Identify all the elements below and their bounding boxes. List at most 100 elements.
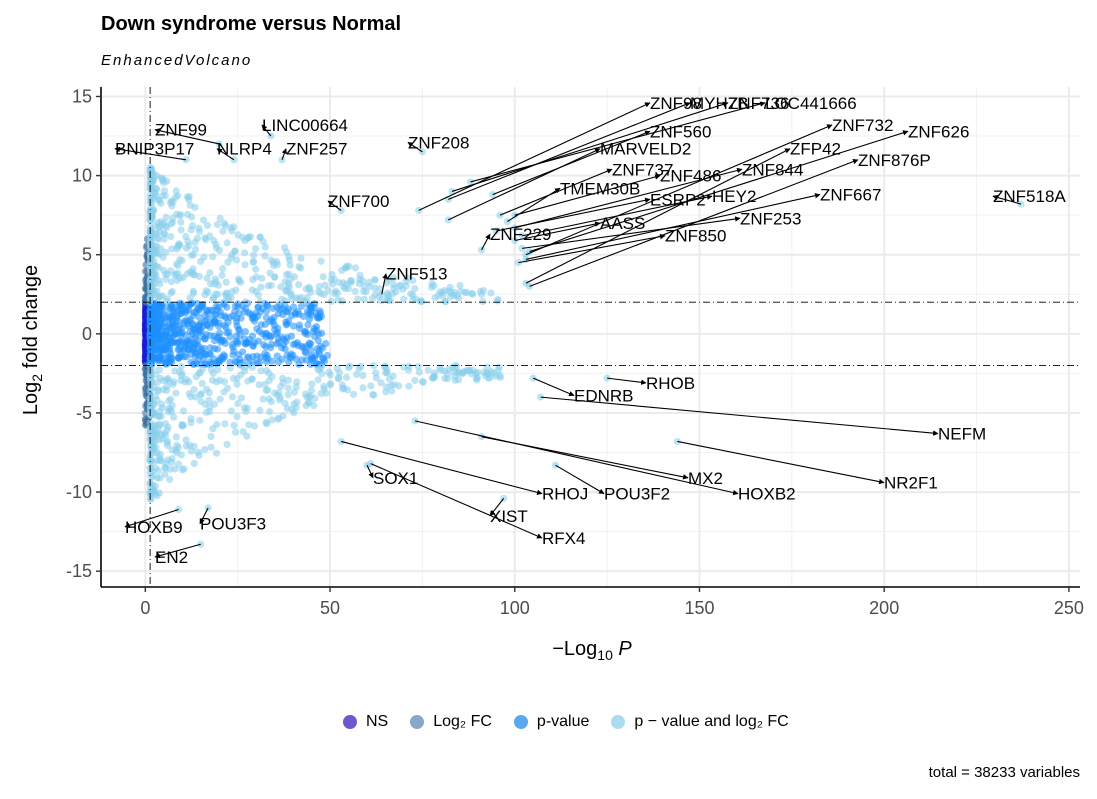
label-connector <box>525 124 833 256</box>
data-point <box>182 244 191 252</box>
data-point <box>303 294 311 302</box>
data-point <box>177 218 185 226</box>
data-point <box>399 285 407 293</box>
label-connector <box>492 130 651 196</box>
data-point <box>220 388 228 396</box>
data-point <box>186 328 194 336</box>
label-connector <box>451 101 729 192</box>
data-point <box>221 420 229 428</box>
data-point <box>190 459 198 468</box>
data-point <box>162 337 170 345</box>
data-point <box>167 232 175 241</box>
data-point <box>228 393 237 401</box>
data-point <box>173 441 181 449</box>
y-tick-label: 15 <box>72 86 92 106</box>
data-point <box>371 276 379 284</box>
data-point <box>231 428 240 436</box>
label-connector <box>124 508 179 528</box>
data-point <box>362 287 370 296</box>
data-point <box>203 321 211 329</box>
data-point <box>230 421 238 430</box>
data-point <box>207 280 215 288</box>
x-tick-label: 150 <box>684 598 714 618</box>
y-tick-label: 0 <box>82 324 92 344</box>
data-point <box>155 263 163 272</box>
data-point <box>342 264 350 272</box>
data-point <box>174 243 182 251</box>
data-point <box>147 491 155 499</box>
data-point <box>153 172 161 180</box>
label-connector <box>507 187 561 222</box>
data-point <box>161 470 169 478</box>
data-point <box>254 312 262 320</box>
point-label: HOXB2 <box>738 485 796 504</box>
legend-item: p-value <box>513 713 589 731</box>
label-connector <box>540 396 939 436</box>
data-point <box>198 345 206 353</box>
data-point <box>198 379 206 388</box>
data-point <box>327 276 335 284</box>
data-point <box>209 425 217 433</box>
data-point <box>155 301 163 309</box>
label-connector <box>448 102 691 200</box>
data-point <box>170 413 178 421</box>
label-connector <box>525 192 821 261</box>
data-point <box>191 238 199 246</box>
point-label: BNIP3P17 <box>115 140 194 159</box>
data-point <box>244 377 252 385</box>
label-connector <box>261 124 272 137</box>
data-point <box>234 300 242 308</box>
point-label: ZNF850 <box>665 227 726 246</box>
data-point <box>295 263 303 271</box>
data-point <box>171 367 179 375</box>
data-point <box>252 265 260 273</box>
data-point <box>277 283 285 291</box>
data-point <box>257 353 265 361</box>
label-connector <box>281 148 287 160</box>
data-point <box>307 360 315 368</box>
data-point <box>322 340 330 348</box>
data-point <box>165 314 173 323</box>
label-connector <box>522 216 741 249</box>
data-point <box>297 302 306 310</box>
data-point <box>269 258 277 266</box>
data-point <box>295 281 303 289</box>
data-point <box>250 422 259 430</box>
chart-title: Down syndrome versus Normal <box>101 13 402 35</box>
data-point <box>194 448 202 456</box>
data-point <box>155 348 163 356</box>
data-point <box>424 366 432 374</box>
data-point <box>230 223 238 231</box>
data-point <box>349 390 358 398</box>
data-point <box>307 288 315 296</box>
data-point <box>274 358 283 366</box>
data-point <box>166 465 174 473</box>
point-label: ZNF560 <box>650 122 711 141</box>
label-connector <box>677 440 885 485</box>
x-tick-label: 250 <box>1054 598 1084 618</box>
label-connector <box>340 440 543 496</box>
point-label: MX2 <box>688 469 723 488</box>
data-point <box>189 251 198 259</box>
data-point <box>411 285 419 293</box>
data-point <box>341 285 349 293</box>
data-point <box>302 342 310 351</box>
data-point <box>243 432 251 440</box>
data-point <box>285 270 293 278</box>
data-point <box>444 370 452 378</box>
data-point <box>249 276 257 284</box>
data-point <box>223 239 231 247</box>
data-point <box>267 281 275 289</box>
data-point <box>147 464 155 472</box>
label-connector <box>114 146 187 161</box>
label-connector <box>381 273 388 295</box>
point-label: ZNF737 <box>612 160 673 179</box>
point-label: ZNF736 <box>728 94 789 113</box>
data-point <box>154 218 162 227</box>
label-connector <box>470 101 766 183</box>
data-point <box>324 286 332 295</box>
data-point <box>221 221 229 230</box>
data-point <box>348 277 356 285</box>
data-point <box>281 243 289 252</box>
data-point <box>188 268 197 277</box>
